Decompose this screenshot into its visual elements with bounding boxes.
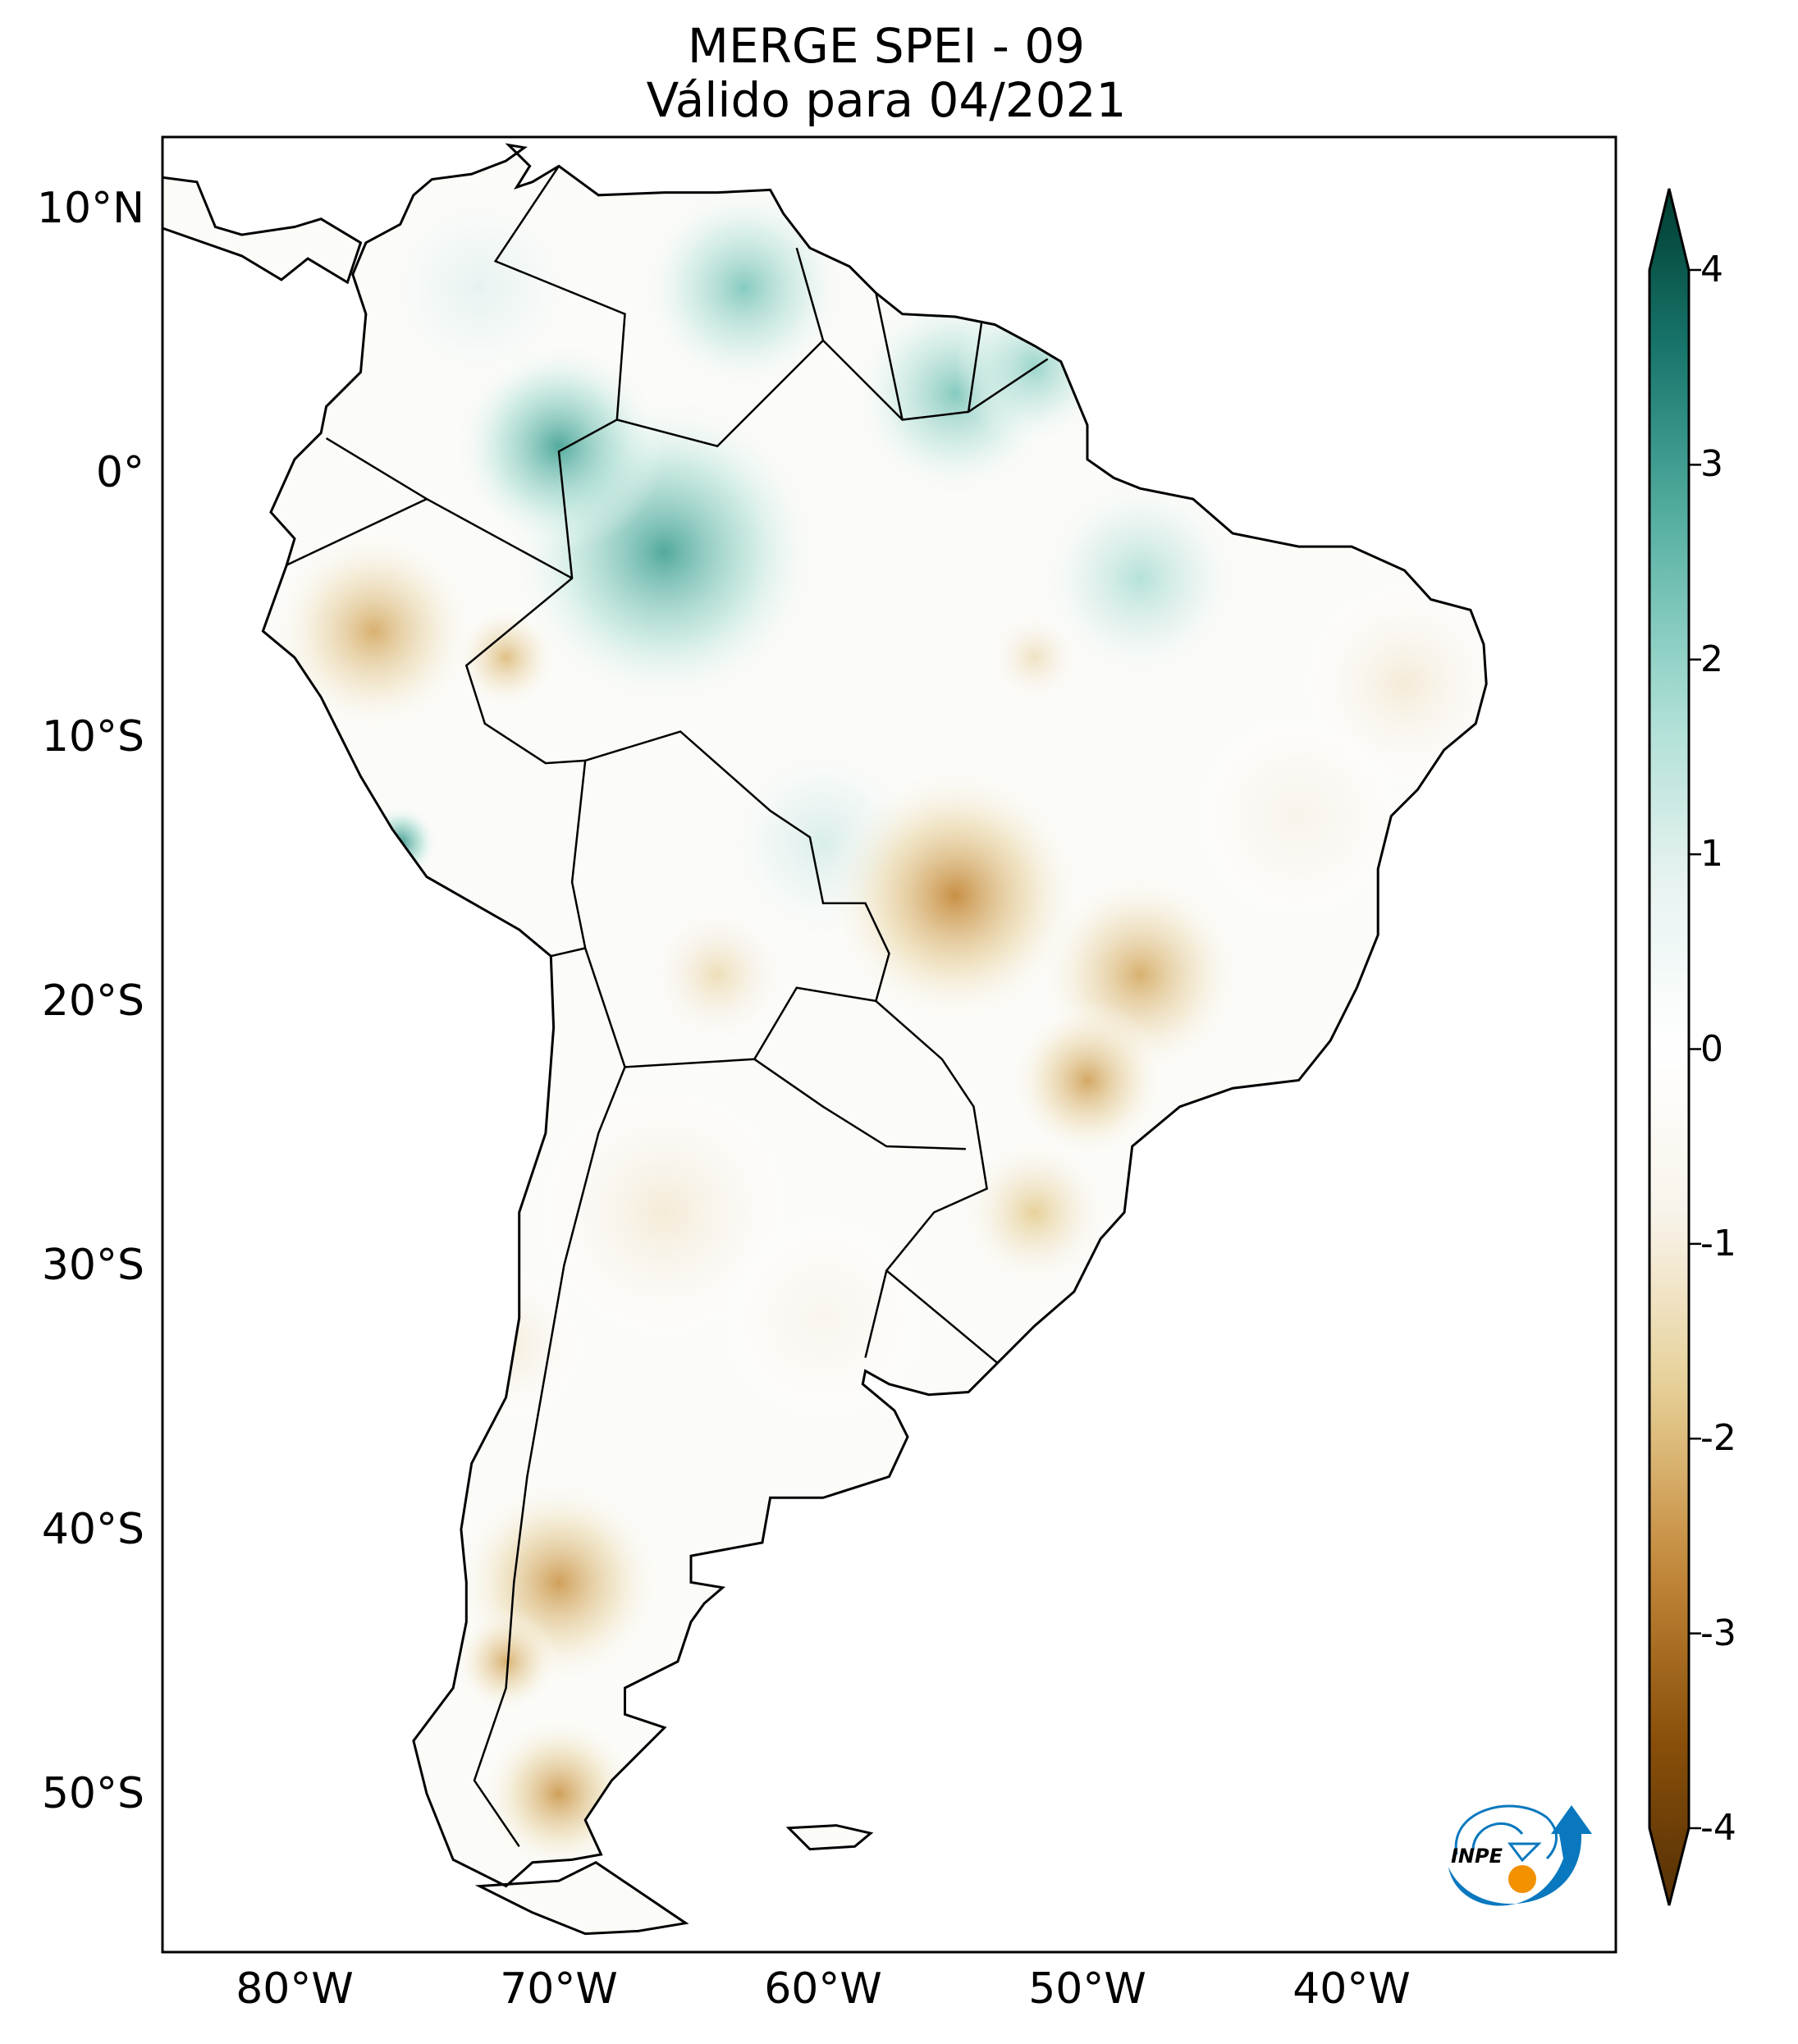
country-border xyxy=(822,340,1049,421)
lat-label: 30°S xyxy=(41,1240,144,1290)
coastline xyxy=(474,1860,689,1936)
colorbar-tick-label: -1 xyxy=(1700,1222,1736,1264)
colorbar-tick-label: 3 xyxy=(1700,443,1723,486)
spei-anomaly-region xyxy=(363,805,437,880)
colorbar-tick-label: 2 xyxy=(1700,638,1723,680)
map-frame xyxy=(161,135,1617,1954)
spei-anomaly-region xyxy=(638,895,797,1054)
map-subtitle: Válido para 04/2021 xyxy=(646,72,1127,128)
country-border xyxy=(753,1058,966,1150)
coastline xyxy=(162,176,363,285)
lat-label: 50°S xyxy=(41,1768,144,1818)
lat-label: 20°S xyxy=(41,976,144,1026)
spei-anomaly-region xyxy=(823,763,1087,1028)
spei-anomaly-region xyxy=(479,1714,638,1873)
spei-anomaly-region xyxy=(1192,710,1405,922)
country-border xyxy=(616,247,825,448)
lon-label: 60°W xyxy=(764,1964,882,2014)
spei-anomaly-region xyxy=(268,525,480,737)
lon-label: 80°W xyxy=(236,1964,354,2014)
spei-anomaly-region xyxy=(981,604,1087,711)
logo-sun xyxy=(1508,1865,1536,1893)
colorbar-tick-label: -3 xyxy=(1700,1612,1736,1654)
colorbar-tick-label: 4 xyxy=(1700,249,1723,290)
country-border xyxy=(551,947,586,958)
colorbar-tick-label: 0 xyxy=(1700,1027,1723,1070)
spei-anomaly-region xyxy=(1034,472,1247,684)
land-fill xyxy=(162,144,1487,1934)
country-border xyxy=(286,497,428,566)
colorbar-tick-label: -2 xyxy=(1700,1417,1736,1460)
country-border xyxy=(464,165,999,1365)
spei-anomaly-region xyxy=(453,604,559,711)
logo-text: INPE xyxy=(1451,1845,1503,1868)
lat-label: 10°S xyxy=(41,711,144,761)
lat-label: 10°N xyxy=(36,183,144,233)
map-title: MERGE SPEI - 09 xyxy=(687,18,1086,74)
country-border xyxy=(864,1270,888,1358)
spei-anomaly-region xyxy=(955,1132,1114,1292)
spei-anomaly-region xyxy=(453,340,665,552)
coastline xyxy=(261,143,1488,1888)
country-border xyxy=(875,292,904,420)
spei-anomaly-region xyxy=(638,181,850,394)
coastline-borders xyxy=(162,143,1488,1936)
lon-label: 50°W xyxy=(1028,1964,1146,2014)
inpe-logo: INPE xyxy=(1448,1804,1592,1906)
spei-anomaly-region xyxy=(717,1212,929,1424)
lat-label: 0° xyxy=(95,447,144,497)
spei-anomaly-region xyxy=(1008,1000,1167,1160)
country-border xyxy=(967,322,983,413)
lat-label: 40°S xyxy=(41,1504,144,1554)
spei-anomaly-region xyxy=(453,1608,559,1715)
country-border xyxy=(473,1066,626,1848)
spei-anomaly-region xyxy=(427,1264,586,1424)
coastline xyxy=(785,1824,874,1851)
spei-anomaly-region xyxy=(373,181,586,394)
lon-label: 70°W xyxy=(500,1964,618,2014)
spei-field xyxy=(268,181,1487,1873)
colorbar-tick-label: -4 xyxy=(1700,1807,1736,1849)
colorbar-tick-label: 1 xyxy=(1700,833,1723,876)
colorbar xyxy=(1648,188,1701,1906)
lon-label: 40°W xyxy=(1292,1964,1411,2014)
